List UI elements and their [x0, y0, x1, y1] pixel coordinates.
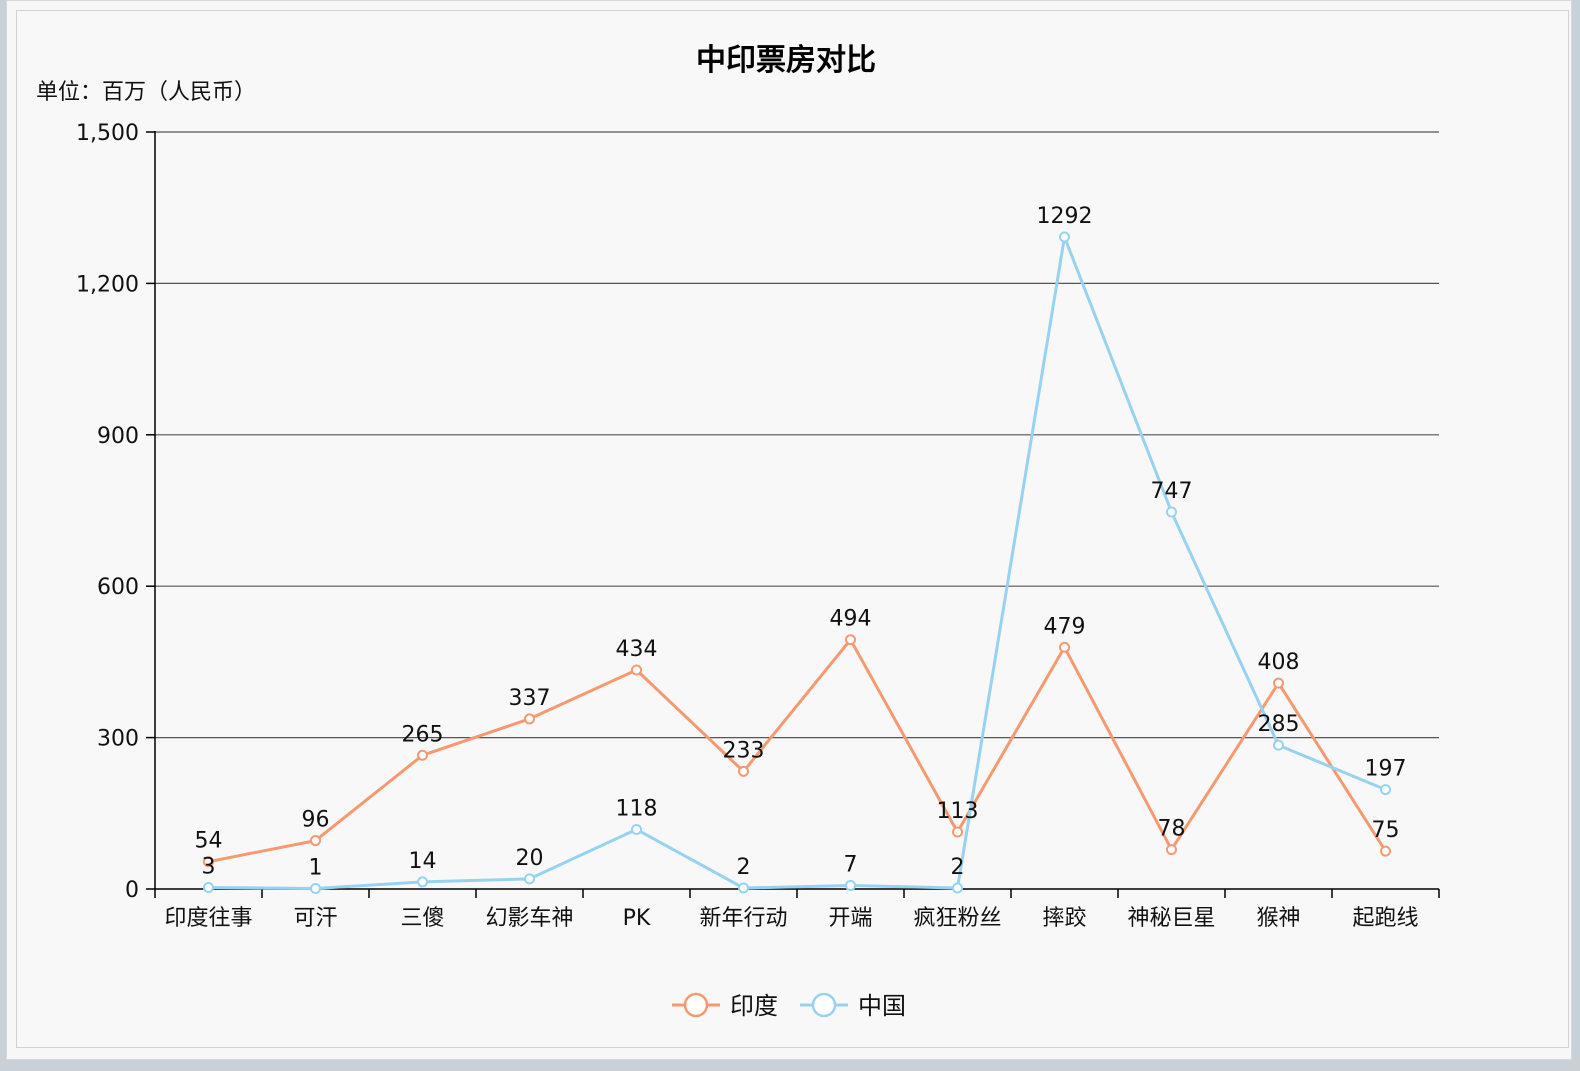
data-label: 7: [844, 852, 858, 877]
x-tick-label: 新年行动: [699, 906, 787, 931]
series-1-point[interactable]: [845, 634, 856, 646]
data-label: 1292: [1037, 204, 1093, 229]
series-1-point[interactable]: [1273, 677, 1284, 689]
series-2-point[interactable]: [952, 882, 963, 894]
data-label: 434: [616, 637, 658, 662]
series-2-point[interactable]: [310, 882, 321, 894]
y-tick-label: 1,200: [76, 272, 139, 297]
data-label: 78: [1158, 817, 1186, 842]
legend-item-1[interactable]: 印度: [672, 992, 778, 1020]
data-label: 479: [1044, 614, 1086, 639]
x-tick-label: 猴神: [1256, 906, 1300, 931]
data-label: 408: [1258, 650, 1300, 675]
data-label: 337: [509, 686, 551, 711]
legend-label: 印度: [730, 992, 778, 1020]
data-label: 2: [951, 855, 965, 880]
series-2-point[interactable]: [738, 882, 749, 894]
data-label: 1: [309, 855, 323, 880]
y-tick-label: 600: [97, 575, 139, 600]
chart-panel: [16, 10, 1569, 1048]
x-tick-label: 神秘巨星: [1127, 906, 1215, 931]
series-2-point[interactable]: [1273, 739, 1284, 751]
series-line-1: [208, 638, 1387, 864]
x-tick-label: 摔跤: [1042, 906, 1086, 931]
data-label: 54: [195, 829, 223, 854]
gridlines: [155, 131, 1439, 739]
data-label: 747: [1151, 479, 1193, 504]
data-label: 113: [937, 799, 979, 824]
series-line-2: [208, 235, 1387, 890]
legend-label: 中国: [858, 992, 906, 1020]
unit-label: 单位：百万（人民币）: [36, 80, 256, 105]
data-label: 233: [723, 738, 765, 763]
axes: 0 300 600 900 1,200 1,500 印度往事 可汗 三傻 幻影车神 PK 新年行动 开端…: [76, 121, 1440, 931]
series-1-point[interactable]: [1059, 641, 1070, 653]
y-tick-label: 300: [97, 727, 139, 752]
y-tick-label: 900: [97, 424, 139, 449]
legend-marker: [811, 992, 837, 1018]
series-1-point[interactable]: [952, 826, 963, 838]
data-label: 118: [616, 796, 658, 821]
legend-marker: [683, 992, 709, 1018]
data-label: 494: [830, 607, 872, 632]
series-1-point[interactable]: [738, 765, 749, 777]
x-tick-label: 开端: [828, 906, 872, 931]
data-labels: 54 96 265 337 434 233 494 113 479 78 408 75 3 1 14 20 11…: [195, 204, 1407, 881]
legend-item-2[interactable]: 中国: [800, 992, 906, 1020]
series-1-point[interactable]: [417, 749, 428, 761]
series-2-point[interactable]: [845, 879, 856, 891]
x-tick-label: 三傻: [400, 906, 444, 931]
data-label: 14: [409, 849, 437, 874]
series-1-point[interactable]: [1166, 844, 1177, 856]
series-2-point[interactable]: [631, 823, 642, 835]
x-tick-label: 幻影车神: [485, 906, 573, 931]
data-label: 3: [202, 854, 216, 879]
data-label: 197: [1365, 757, 1407, 782]
data-label: 265: [402, 722, 444, 747]
series-1-point[interactable]: [310, 835, 321, 847]
y-tick-label: 0: [125, 878, 139, 903]
data-label: 20: [516, 846, 544, 871]
series-2-point[interactable]: [417, 876, 428, 888]
data-label: 2: [737, 855, 751, 880]
series-1-point[interactable]: [1380, 845, 1391, 857]
x-tick-label: 起跑线: [1352, 906, 1418, 931]
series-2-point[interactable]: [1059, 231, 1070, 243]
x-tick-label: 疯狂粉丝: [913, 906, 1001, 931]
legend[interactable]: 印度 中国: [672, 992, 906, 1020]
series-1-point[interactable]: [203, 856, 214, 868]
series-2-point[interactable]: [1166, 506, 1177, 518]
x-tick-label: 印度往事: [164, 906, 252, 931]
series-layer: [203, 231, 1391, 894]
data-label: 96: [302, 808, 330, 833]
series-1-point[interactable]: [524, 713, 535, 725]
x-tick-label: 可汗: [293, 906, 337, 931]
series-2-point[interactable]: [203, 881, 214, 893]
series-2-point[interactable]: [1380, 784, 1391, 796]
data-label: 285: [1258, 712, 1300, 737]
series-1-point[interactable]: [631, 664, 642, 676]
series-2-point[interactable]: [524, 873, 535, 885]
data-label: 75: [1372, 818, 1400, 843]
x-tick-label: PK: [623, 906, 651, 931]
chart-title: 中印票房对比: [696, 43, 876, 78]
y-tick-label: 1,500: [76, 121, 139, 146]
